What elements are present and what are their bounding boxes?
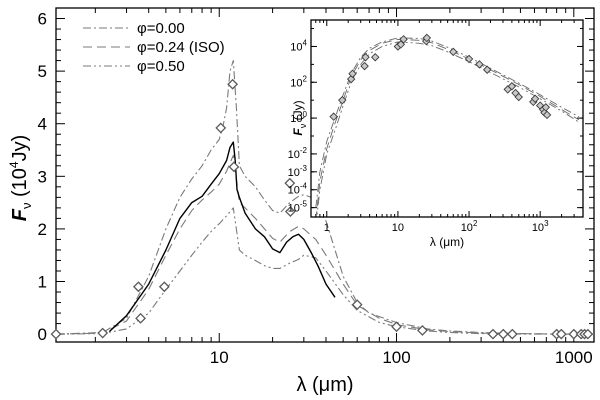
inset-data-marker <box>329 112 338 121</box>
main-data-marker <box>497 328 509 340</box>
main-x-tick-label: 1000 <box>555 348 593 367</box>
inset-plot-frame <box>310 19 584 218</box>
inset-data-marker <box>422 33 432 43</box>
main-series-line-1 <box>56 154 594 335</box>
inset-y-tick-label: 100 <box>290 110 307 125</box>
main-marker-group <box>50 78 594 340</box>
main-y-tick-label: 1 <box>38 273 47 292</box>
inset-y-tick-label: 102 <box>290 74 307 89</box>
main-data-marker <box>555 328 567 340</box>
inset-data-marker <box>541 103 551 112</box>
inset-x-axis-title: λ (μm) <box>430 235 464 249</box>
main-data-marker <box>132 281 144 293</box>
main-data-marker <box>568 328 580 340</box>
inset-data-marker <box>514 92 523 102</box>
main-data-marker <box>227 78 239 90</box>
inset-x-tick-label: 10 <box>392 222 404 234</box>
main-axis-ticks: 10 100 1000 0 1 2 3 4 5 6 <box>38 8 594 367</box>
inset-background <box>311 20 583 217</box>
main-data-marker <box>391 321 402 333</box>
inset-chart: 1 10 102 103 10-5 10-4 10-3 10-2 100 102 104 Fν (J… <box>288 19 584 249</box>
inset-y-tick-label: 10-5 <box>288 200 308 215</box>
main-data-marker <box>506 328 518 340</box>
main-data-marker <box>228 161 240 173</box>
inset-y-axis-title: Fν (Jy) <box>291 100 308 135</box>
main-data-marker <box>487 328 499 340</box>
inset-y-tick-label: 10-4 <box>288 182 308 197</box>
inset-marker-group <box>329 33 552 121</box>
main-x-tick-label: 100 <box>382 348 410 367</box>
main-x-axis-title: λ (μm) <box>296 374 353 396</box>
main-y-tick-label: 2 <box>38 220 47 239</box>
main-plot-frame <box>55 7 595 343</box>
inset-data-marker <box>360 61 369 71</box>
main-data-marker <box>97 327 109 339</box>
inset-y-tick-label: 10-2 <box>288 146 308 161</box>
inset-series-line-2 <box>316 41 580 217</box>
legend-label-phi-024: φ=0.24 (ISO) <box>137 39 225 56</box>
main-y-tick-label: 6 <box>38 10 47 29</box>
legend: φ=0.00 φ=0.24 (ISO) φ=0.50 <box>83 20 225 75</box>
inset-data-marker <box>346 74 356 84</box>
legend-label-phi-000: φ=0.00 <box>137 20 185 37</box>
inset-data-marker <box>482 65 492 74</box>
main-y-tick-label: 0 <box>38 325 47 344</box>
main-series-line-0 <box>56 60 594 335</box>
inset-data-marker <box>475 60 484 69</box>
main-data-marker <box>417 325 428 336</box>
inset-x-tick-label: 1 <box>324 222 330 234</box>
main-data-marker <box>50 328 62 340</box>
inset-data-marker <box>507 82 517 91</box>
main-chart: 10 100 1000 0 1 2 3 4 5 6 Fν (104Jy) λ (μm) φ=0.0… <box>7 7 595 396</box>
inset-data-marker <box>542 110 552 120</box>
inset-y-tick-label: 10-3 <box>288 164 308 179</box>
inset-x-tick-label: 103 <box>532 219 549 234</box>
main-x-tick-label: 10 <box>210 348 229 367</box>
main-y-tick-label: 3 <box>38 167 47 186</box>
main-y-tick-label: 5 <box>38 62 47 81</box>
inset-data-marker <box>530 94 540 103</box>
inset-data-marker <box>371 52 380 62</box>
main-data-marker <box>215 122 227 134</box>
legend-label-phi-050: φ=0.50 <box>137 58 185 75</box>
main-series-group <box>56 60 594 335</box>
inset-y-tick-label: 104 <box>290 38 307 53</box>
inset-axis-ticks: 1 10 102 103 10-5 10-4 10-3 10-2 100 102 104 <box>288 20 584 234</box>
main-data-marker <box>284 177 296 189</box>
main-data-marker <box>135 312 147 324</box>
main-y-axis-title: Fν (104Jy) <box>7 135 34 222</box>
main-data-marker <box>351 299 363 311</box>
inset-data-marker <box>399 35 408 44</box>
inset-data-marker <box>348 69 357 78</box>
inset-series-line-1 <box>315 38 580 217</box>
inset-data-marker <box>449 47 458 57</box>
main-data-marker <box>582 328 594 340</box>
main-y-tick-label: 4 <box>38 115 47 134</box>
main-data-marker <box>158 281 170 293</box>
main-data-marker <box>284 206 296 217</box>
inset-x-tick-label: 102 <box>461 219 478 234</box>
inset-data-marker <box>361 52 370 62</box>
main-series-line-3 <box>108 141 336 333</box>
inset-data-marker <box>338 95 347 105</box>
inset-data-marker <box>464 54 474 64</box>
